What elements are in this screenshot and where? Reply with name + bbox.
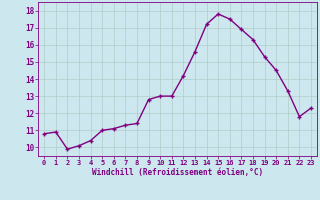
X-axis label: Windchill (Refroidissement éolien,°C): Windchill (Refroidissement éolien,°C) (92, 168, 263, 177)
